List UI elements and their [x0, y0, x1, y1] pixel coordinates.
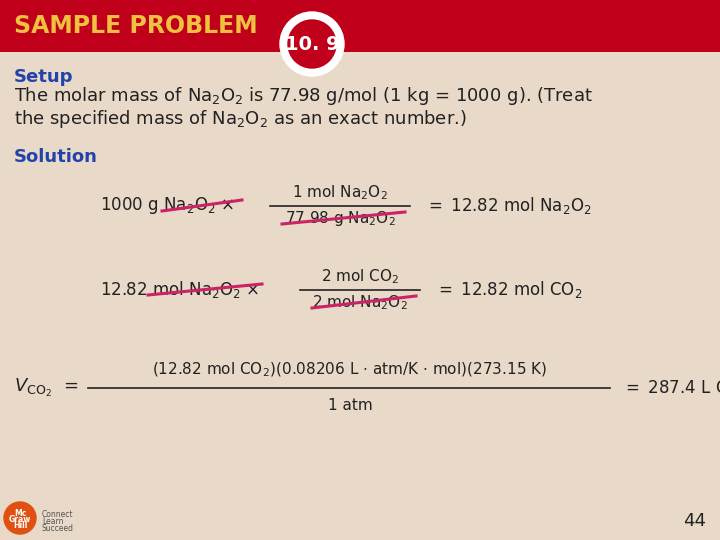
Text: Connect: Connect	[42, 510, 73, 519]
FancyBboxPatch shape	[0, 0, 720, 52]
Text: 1 atm: 1 atm	[328, 399, 372, 414]
Text: Solution: Solution	[14, 148, 98, 166]
Text: $=$ 12.82 mol CO$_2$: $=$ 12.82 mol CO$_2$	[435, 280, 582, 300]
Text: (12.82 mol CO$_2$)(0.08206 L $\cdot$ atm/K $\cdot$ mol)(273.15 K): (12.82 mol CO$_2$)(0.08206 L $\cdot$ atm…	[153, 361, 548, 379]
Text: $V_{\mathregular{CO}_2}$  =: $V_{\mathregular{CO}_2}$ =	[14, 377, 78, 399]
Text: 44: 44	[683, 512, 706, 530]
Text: SAMPLE PROBLEM: SAMPLE PROBLEM	[14, 14, 258, 38]
Text: 77.98 g Na$_2$O$_2$: 77.98 g Na$_2$O$_2$	[284, 210, 395, 228]
Text: 12.82 mol Na$_2$O$_2$ $\times$: 12.82 mol Na$_2$O$_2$ $\times$	[100, 280, 259, 300]
Text: Graw: Graw	[9, 515, 31, 523]
Text: 2 mol CO$_2$: 2 mol CO$_2$	[321, 268, 399, 286]
Text: 1 mol Na$_2$O$_2$: 1 mol Na$_2$O$_2$	[292, 184, 388, 202]
Text: 2 mol Na$_2$O$_2$: 2 mol Na$_2$O$_2$	[312, 294, 408, 312]
Text: Mc: Mc	[14, 509, 26, 517]
Text: $=$ 287.4 L CO$_2$: $=$ 287.4 L CO$_2$	[622, 378, 720, 398]
Text: The molar mass of Na$_2$O$_2$ is 77.98 g/mol (1 kg = 1000 g). (Treat: The molar mass of Na$_2$O$_2$ is 77.98 g…	[14, 85, 593, 107]
Text: Succeed: Succeed	[42, 524, 74, 533]
Text: $=$ 12.82 mol Na$_2$O$_2$: $=$ 12.82 mol Na$_2$O$_2$	[425, 195, 592, 217]
Text: 1000 g Na$_2$O$_2$ $\times$: 1000 g Na$_2$O$_2$ $\times$	[100, 195, 234, 217]
Circle shape	[280, 12, 344, 76]
Circle shape	[288, 20, 336, 68]
Text: 10. 9: 10. 9	[284, 35, 339, 53]
Text: the specified mass of Na$_2$O$_2$ as an exact number.): the specified mass of Na$_2$O$_2$ as an …	[14, 108, 467, 130]
Text: Learn: Learn	[42, 517, 63, 526]
Circle shape	[4, 502, 36, 534]
Text: Hill: Hill	[13, 521, 27, 530]
Text: Setup: Setup	[14, 68, 73, 86]
